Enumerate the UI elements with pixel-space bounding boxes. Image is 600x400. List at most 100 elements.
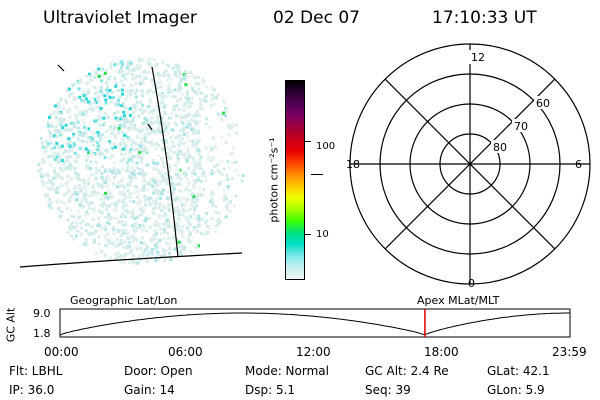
- image-pixel: [75, 223, 79, 227]
- image-pixel: [103, 228, 107, 232]
- image-pixel: [82, 204, 86, 208]
- image-pixel: [180, 73, 184, 77]
- image-pixel: [72, 215, 76, 219]
- image-pixel: [58, 146, 62, 150]
- image-pixel: [106, 90, 109, 94]
- image-pixel: [90, 137, 94, 141]
- image-pixel: [88, 98, 92, 102]
- image-pixel: [133, 261, 137, 265]
- image-pixel: [177, 217, 181, 221]
- image-pixel: [142, 179, 146, 183]
- image-pixel: [57, 160, 61, 164]
- image-pixel: [129, 148, 133, 151]
- image-pixel: [202, 80, 206, 84]
- image-pixel: [172, 198, 176, 201]
- image-pixel: [84, 159, 88, 163]
- image-pixel: [196, 193, 200, 197]
- image-pixel: [59, 176, 63, 180]
- image-pixel: [114, 172, 118, 176]
- image-pixel: [82, 178, 86, 182]
- image-pixel: [117, 131, 120, 135]
- x-tick-1800: 18:00: [424, 345, 459, 359]
- image-pixel: [114, 145, 118, 149]
- image-pixel: [54, 177, 58, 181]
- header-date: 02 Dec 07: [273, 8, 360, 28]
- image-pixel: [181, 142, 185, 146]
- image-pixel: [165, 182, 169, 186]
- image-pixel: [190, 101, 194, 105]
- image-pixel: [125, 94, 129, 98]
- image-pixel: [187, 230, 191, 234]
- image-pixel: [102, 201, 106, 205]
- image-pixel: [61, 168, 65, 172]
- image-pixel: [138, 107, 142, 111]
- image-pixel: [196, 131, 200, 135]
- image-pixel: [98, 153, 102, 157]
- image-pixel: [87, 127, 91, 131]
- image-pixel: [225, 205, 228, 209]
- image-pixel: [135, 190, 139, 193]
- image-pixel: [119, 241, 123, 245]
- image-pixel: [174, 163, 178, 167]
- image-pixel: [188, 113, 192, 116]
- image-pixel: [168, 75, 172, 79]
- image-pixel: [195, 82, 199, 86]
- image-pixel: [101, 204, 104, 208]
- image-pixel: [163, 179, 167, 182]
- image-pixel: [87, 233, 91, 237]
- image-pixel: [173, 73, 177, 77]
- image-pixel: [77, 87, 81, 91]
- image-pixel: [186, 177, 190, 181]
- image-pixel: [70, 214, 73, 218]
- image-pixel: [190, 171, 194, 175]
- image-pixel: [214, 230, 218, 234]
- image-pixel: [192, 168, 196, 172]
- image-pixel: [137, 60, 141, 64]
- image-pixel: [106, 221, 110, 224]
- image-pixel: [60, 176, 64, 180]
- image-pixel: [124, 220, 128, 224]
- image-pixel: [198, 152, 201, 156]
- image-pixel: [185, 217, 189, 221]
- image-pixel: [194, 119, 198, 123]
- image-pixel: [151, 111, 155, 115]
- image-pixel: [186, 114, 190, 118]
- image-pixel: [97, 223, 101, 227]
- image-pixel: [132, 237, 136, 240]
- image-pixel: [205, 224, 209, 228]
- image-pixel: [132, 69, 136, 73]
- image-pixel: [176, 250, 180, 254]
- image-pixel: [93, 238, 96, 242]
- image-pixel: [151, 184, 155, 188]
- image-pixel: [123, 152, 127, 156]
- image-pixel: [124, 204, 128, 207]
- image-pixel: [55, 131, 59, 135]
- image-pixel: [183, 245, 187, 249]
- image-pixel: [175, 176, 179, 180]
- image-pixel: [158, 196, 162, 200]
- image-pixel: [164, 220, 168, 224]
- image-pixel: [180, 248, 184, 252]
- image-pixel: [114, 206, 118, 210]
- image-pixel: [120, 220, 124, 223]
- image-pixel: [113, 111, 117, 115]
- image-pixel: [104, 181, 108, 184]
- image-pixel: [137, 57, 141, 61]
- colorbar-major-tick: [305, 141, 311, 142]
- image-pixel: [192, 114, 196, 118]
- image-pixel: [210, 193, 214, 197]
- image-pixel: [140, 128, 144, 132]
- image-pixel: [157, 114, 161, 118]
- image-pixel: [178, 189, 182, 193]
- image-pixel: [151, 235, 155, 238]
- image-pixel: [138, 155, 142, 159]
- image-pixel: [121, 74, 125, 78]
- image-pixel: [240, 179, 244, 183]
- image-pixel: [193, 128, 197, 132]
- image-pixel: [167, 170, 171, 173]
- image-pixel: [108, 142, 112, 146]
- image-pixel: [173, 95, 177, 99]
- image-pixel: [140, 59, 144, 63]
- image-pixel: [225, 187, 229, 190]
- image-pixel: [146, 216, 150, 220]
